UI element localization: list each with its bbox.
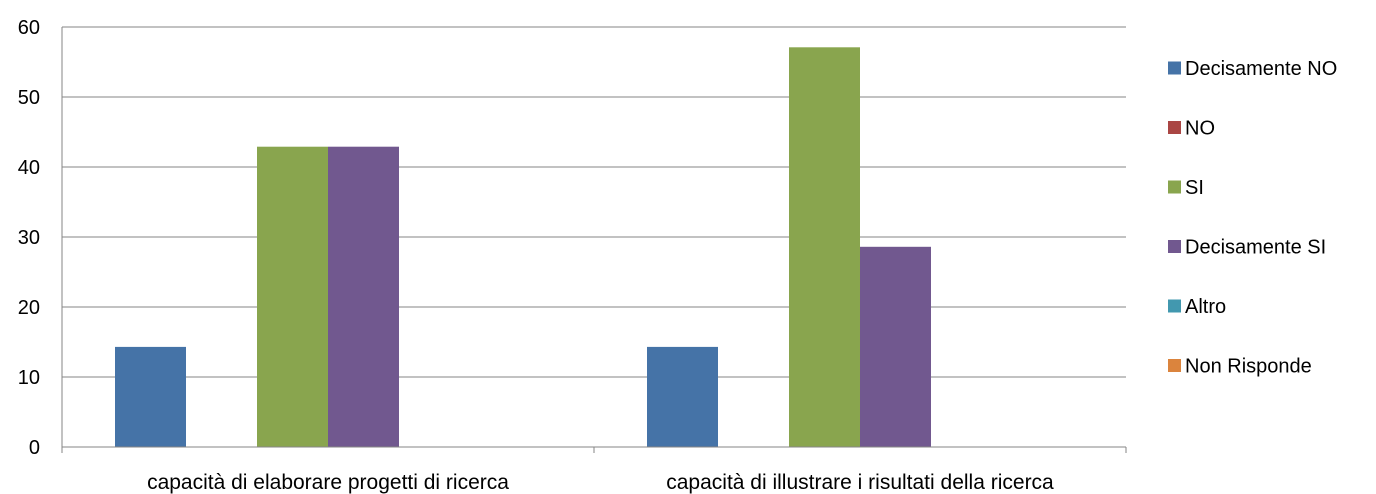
gridlines: [62, 26, 1126, 378]
bars: [115, 47, 931, 448]
bar-si-2: [789, 47, 860, 448]
legend-swatch: [1168, 121, 1181, 134]
y-tick-label: 20: [18, 297, 40, 319]
legend-label: Decisamente SI: [1185, 237, 1326, 259]
legend-swatch: [1168, 61, 1181, 75]
legend-swatch: [1168, 180, 1181, 194]
axes: [61, 27, 1127, 453]
legend-swatch: [1168, 240, 1181, 253]
bar-decisamente-no-2: [647, 346, 718, 447]
bar-si-1: [257, 146, 328, 447]
category-label: capacità di illustrare i risultati della…: [666, 471, 1054, 494]
bar-decisamente-si-2: [860, 246, 931, 447]
y-tick-label: 50: [18, 87, 40, 109]
legend-label: SI: [1185, 177, 1204, 199]
y-tick-label: 0: [29, 437, 40, 459]
legend-swatch: [1168, 299, 1181, 313]
legend-label: NO: [1185, 118, 1215, 140]
y-tick-label: 10: [18, 367, 40, 389]
legend-label: Non Risponde: [1185, 356, 1312, 378]
y-tick-label: 30: [18, 227, 40, 249]
y-tick-label: 40: [18, 157, 40, 179]
legend-swatch: [1168, 359, 1181, 372]
legend-label: Decisamente NO: [1185, 58, 1337, 80]
legend-label: Altro: [1185, 296, 1226, 318]
category-label: capacità di elaborare progetti di ricerc…: [147, 471, 509, 494]
bar-decisamente-no-1: [115, 346, 186, 447]
bar-decisamente-si-1: [328, 146, 399, 447]
legend: Decisamente NO NO SI Decisamente SI Altro Non…: [1168, 58, 1337, 378]
y-tick-labels: 0 10 20 30 40 50 60: [18, 17, 40, 459]
category-labels: capacità di elaborare progetti di ricerc…: [147, 471, 1054, 494]
y-tick-label: 60: [18, 17, 40, 39]
